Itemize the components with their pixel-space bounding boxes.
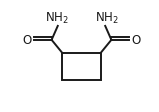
Text: NH$_2$: NH$_2$ xyxy=(45,10,68,25)
Text: NH$_2$: NH$_2$ xyxy=(95,10,118,25)
Text: O: O xyxy=(132,34,141,47)
Text: O: O xyxy=(22,34,31,47)
